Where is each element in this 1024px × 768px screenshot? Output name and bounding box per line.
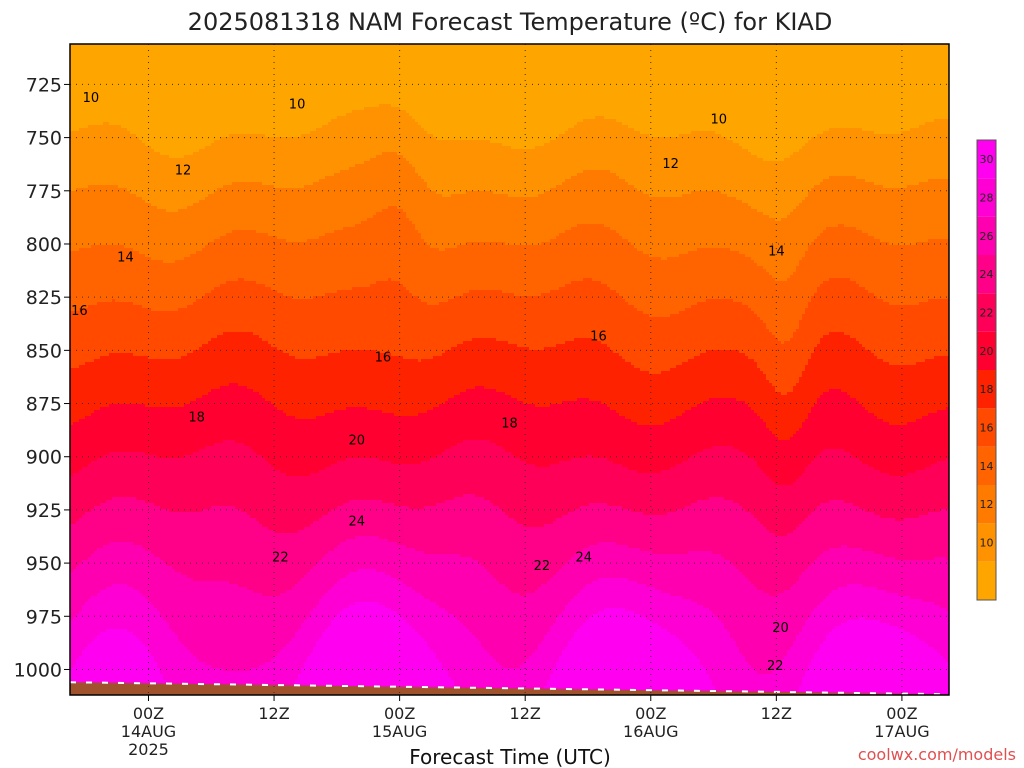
colorbar-swatch bbox=[977, 446, 996, 485]
colorbar-label: 12 bbox=[980, 498, 994, 511]
x-tick-date: 14AUG bbox=[121, 722, 176, 741]
x-tick-label: 00Z bbox=[886, 704, 917, 723]
y-tick-label: 1000 bbox=[14, 659, 62, 681]
colorbar-swatch bbox=[977, 523, 996, 562]
y-tick-label: 975 bbox=[26, 606, 62, 628]
colorbar-label: 28 bbox=[980, 192, 994, 205]
colorbar-label: 18 bbox=[980, 383, 994, 396]
y-tick-label: 900 bbox=[26, 447, 62, 469]
watermark: coolwx.com/models bbox=[858, 745, 1016, 764]
isotherm-label: 12 bbox=[662, 157, 679, 172]
x-tick-label: 12Z bbox=[761, 704, 792, 723]
plot-area bbox=[70, 44, 949, 695]
colorbar-swatch bbox=[977, 216, 996, 255]
y-tick-label: 750 bbox=[26, 128, 62, 150]
colorbar-label: 30 bbox=[980, 153, 994, 166]
isotherm-label: 12 bbox=[175, 164, 192, 179]
x-tick-label: 12Z bbox=[510, 704, 541, 723]
x-tick-label: 00Z bbox=[635, 704, 666, 723]
y-tick-label: 725 bbox=[26, 74, 62, 96]
chart-title: 2025081318 NAM Forecast Temperature (ºC)… bbox=[188, 8, 833, 36]
isotherm-label: 16 bbox=[375, 351, 392, 366]
colorbar-label: 20 bbox=[980, 345, 994, 358]
x-axis-label: Forecast Time (UTC) bbox=[409, 745, 611, 768]
x-tick-label: 00Z bbox=[133, 704, 164, 723]
isotherm-label: 16 bbox=[71, 304, 88, 319]
colorbar-swatch bbox=[977, 140, 996, 179]
colorbar-label: 24 bbox=[980, 268, 994, 281]
colorbar-swatch bbox=[977, 370, 996, 409]
isotherm-label: 10 bbox=[83, 91, 100, 106]
colorbar-swatch bbox=[977, 408, 996, 447]
y-tick-label: 850 bbox=[26, 340, 62, 362]
colorbar-swatch bbox=[977, 331, 996, 370]
colorbar-swatch bbox=[977, 255, 996, 294]
isotherm-label: 10 bbox=[289, 98, 306, 113]
y-tick-label: 875 bbox=[26, 394, 62, 416]
colorbar-label: 22 bbox=[980, 307, 994, 320]
isotherm-label: 18 bbox=[501, 417, 518, 432]
x-tick-date: 17AUG bbox=[874, 722, 929, 741]
y-tick-label: 800 bbox=[26, 234, 62, 256]
x-tick-label: 12Z bbox=[258, 704, 289, 723]
colorbar-label: 26 bbox=[980, 230, 994, 243]
colorbar-swatch bbox=[977, 485, 996, 524]
colorbar-swatch bbox=[977, 293, 996, 332]
isotherm-label: 14 bbox=[768, 244, 785, 259]
y-tick-label: 950 bbox=[26, 553, 62, 575]
isotherm-label: 20 bbox=[772, 621, 789, 636]
isotherm-label: 14 bbox=[117, 251, 134, 266]
isotherm-label: 22 bbox=[767, 659, 784, 674]
colorbar-swatch bbox=[977, 561, 996, 600]
y-axis: 725 750 775 800 825 850 875 900 925 950 975 1000 bbox=[14, 74, 70, 681]
colorbar-label: 14 bbox=[980, 460, 994, 473]
x-tick-date: 16AUG bbox=[623, 722, 678, 741]
x-tick-label: 00Z bbox=[384, 704, 415, 723]
isotherm-label: 22 bbox=[534, 559, 551, 574]
y-tick-label: 825 bbox=[26, 287, 62, 309]
colorbar-label: 16 bbox=[980, 422, 994, 435]
colorbar-label: 10 bbox=[980, 537, 994, 550]
colorbar-swatch bbox=[977, 178, 996, 217]
isotherm-labels: 10 10 10 12 12 14 14 16 16 16 18 18 20 20 22 22 22 24 24 bbox=[71, 91, 789, 674]
isotherm-label: 22 bbox=[272, 551, 289, 566]
terrain-surface bbox=[70, 681, 949, 695]
grid-lines bbox=[70, 44, 949, 695]
isotherm-label: 20 bbox=[348, 434, 365, 449]
isotherm-label: 24 bbox=[576, 551, 593, 566]
plot-frame bbox=[69, 43, 950, 696]
isotherm-label: 10 bbox=[711, 112, 728, 127]
x-tick-date: 15AUG bbox=[372, 722, 427, 741]
x-tick-year: 2025 bbox=[128, 740, 169, 759]
y-tick-label: 775 bbox=[26, 181, 62, 203]
y-tick-label: 925 bbox=[26, 500, 62, 522]
colorbar-frame bbox=[976, 139, 997, 601]
colorbar: 10 12 14 16 18 20 22 24 26 28 30 bbox=[976, 139, 997, 601]
isotherm-label: 16 bbox=[590, 329, 607, 344]
isotherm-label: 18 bbox=[188, 410, 205, 425]
isotherm-label: 24 bbox=[348, 515, 365, 530]
